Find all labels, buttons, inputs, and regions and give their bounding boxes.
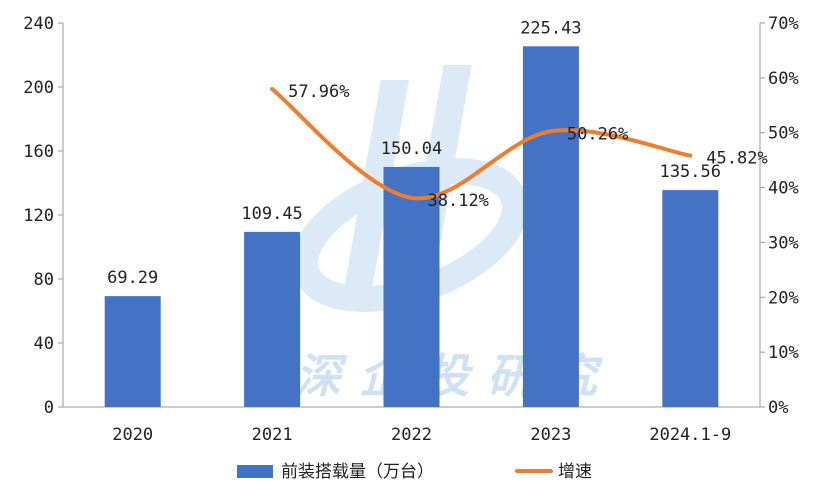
watermark-bar-left [342, 80, 409, 300]
right-tick-label: 70% [768, 14, 799, 34]
bar-value-label: 109.45 [241, 204, 302, 224]
legend-swatch-bar [237, 465, 273, 478]
right-tick-label: 0% [768, 398, 788, 418]
growth-point [549, 129, 553, 133]
right-tick-label: 30% [768, 233, 799, 253]
growth-point [410, 196, 413, 200]
growth-value-label: 45.82% [706, 149, 767, 169]
legend-label-line: 增速 [558, 462, 592, 482]
left-tick-label: 40 [34, 334, 54, 354]
right-tick-label: 10% [768, 343, 799, 363]
bar-value-label: 135.56 [660, 162, 721, 182]
x-tick-label: 2023 [530, 425, 571, 445]
right-tick-label: 20% [768, 288, 799, 308]
x-tick-label: 2021 [252, 425, 293, 445]
bar [104, 296, 161, 407]
bar-value-label: 150.04 [381, 139, 442, 159]
bar-value-label: 225.43 [520, 18, 581, 38]
right-tick-label: 60% [768, 69, 799, 89]
left-tick-label: 240 [23, 14, 54, 34]
growth-line [270, 87, 693, 201]
growth-value-label: 38.12% [428, 191, 489, 211]
bar-value-label: 69.29 [107, 268, 158, 288]
x-tick-label: 2024.1-9 [649, 425, 731, 445]
legend: 前装搭载量（万台） 增速 [237, 462, 592, 482]
legend-label-bar: 前装搭载量（万台） [281, 462, 434, 482]
growth-point [270, 87, 274, 91]
bar [662, 190, 719, 407]
growth-value-label: 57.96% [288, 82, 349, 102]
growth-value-label: 50.26% [567, 124, 628, 144]
bar-series [104, 46, 719, 407]
right-tick-label: 40% [768, 179, 799, 199]
x-tick-label: 2020 [112, 425, 153, 445]
left-tick-label: 120 [23, 206, 54, 226]
left-tick-label: 0 [44, 398, 54, 418]
left-tick-label: 200 [23, 78, 54, 98]
data-labels: 69.29 109.45 150.04 225.43 135.56 57.96% 38.12… [107, 18, 768, 288]
left-tick-label: 80 [34, 270, 54, 290]
x-tick-label: 2022 [391, 425, 432, 445]
bar [383, 166, 440, 407]
bar [244, 231, 301, 407]
axes: 0 40 80 120 160 200 240 0% 10% 20% 30% 40% 50% 60% 70%… [23, 14, 798, 445]
growth-point [688, 154, 692, 158]
right-tick-label: 50% [768, 124, 799, 144]
bar [522, 46, 579, 407]
growth-line-series [270, 87, 693, 201]
left-tick-label: 160 [23, 142, 54, 162]
